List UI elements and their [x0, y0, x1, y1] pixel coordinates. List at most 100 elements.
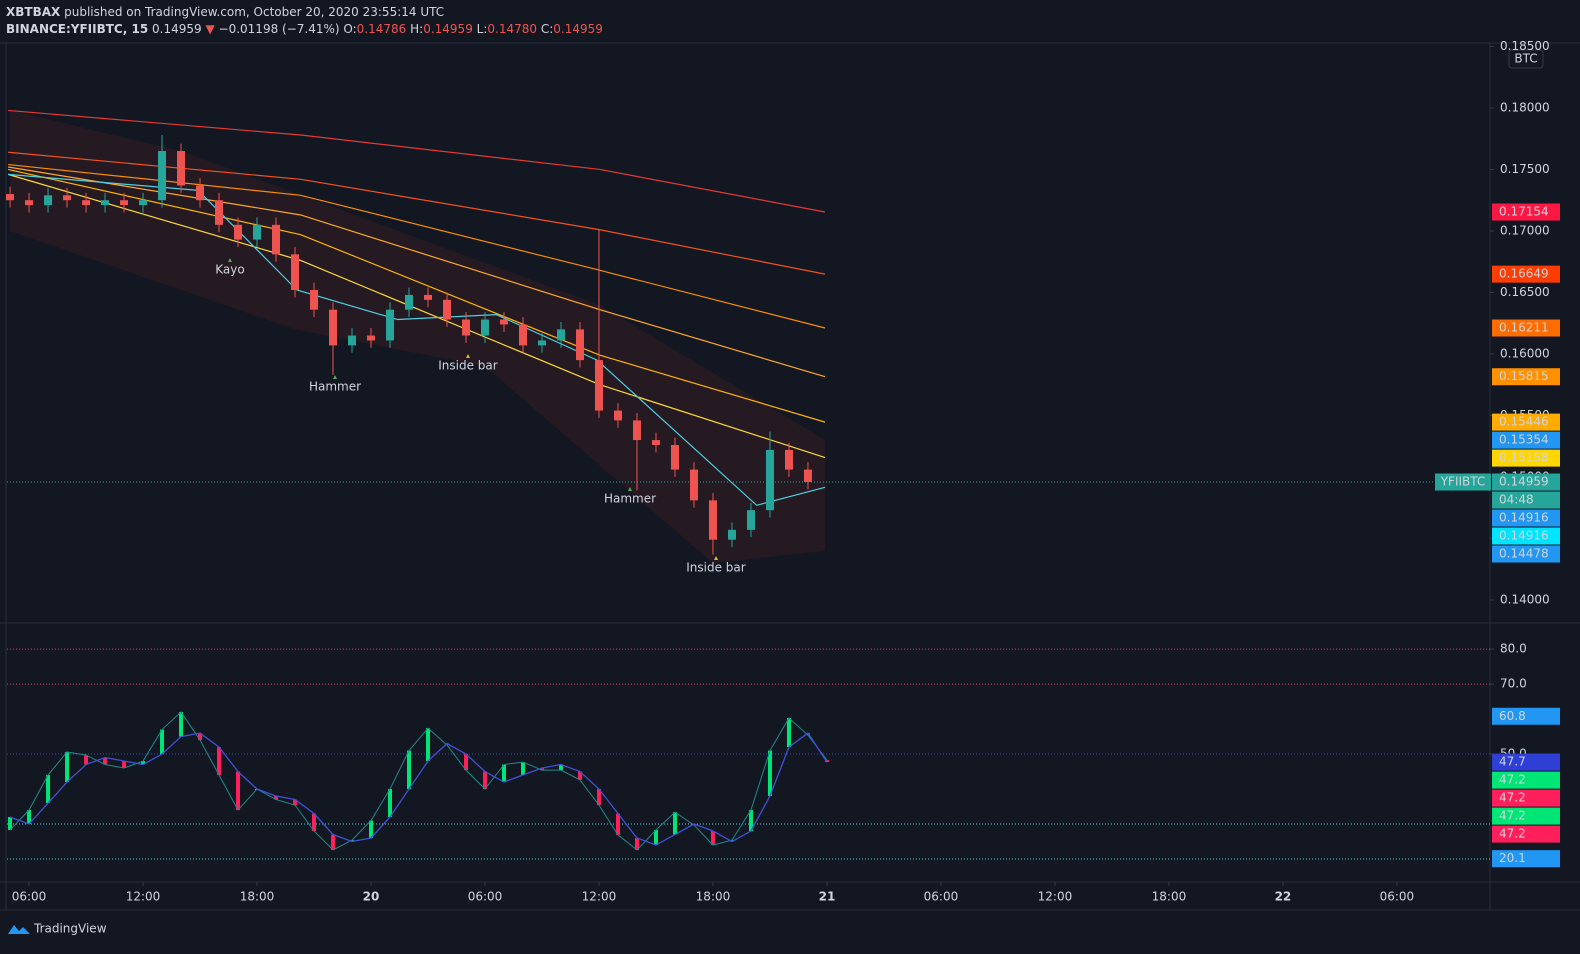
- osc-bar: [520, 762, 525, 776]
- osc-bar: [748, 810, 753, 832]
- candle-body: [215, 200, 224, 225]
- candle-body: [424, 294, 433, 300]
- ohlc-key: H:: [410, 22, 423, 36]
- price-label-box: [1492, 473, 1560, 491]
- currency-box: [1508, 49, 1544, 69]
- candle-body: [575, 329, 584, 361]
- annotation: Inside bar: [438, 359, 498, 373]
- ohlc-key: C:: [541, 22, 553, 36]
- price-label: 0.14959: [1499, 475, 1549, 489]
- ohlc-key: L:: [477, 22, 488, 36]
- y-tick-label: 0.17500: [1500, 162, 1550, 176]
- price-label-box: [1492, 449, 1560, 467]
- x-tick-label: 18:00: [696, 890, 731, 904]
- y-tick-label: 0.16500: [1500, 285, 1550, 299]
- osc-bar: [217, 747, 222, 776]
- ohlc-value: 0.14959: [553, 22, 603, 36]
- osc-bar: [407, 750, 412, 790]
- moving-average: [7, 173, 826, 459]
- osc-bar: [8, 817, 13, 830]
- x-tick-label: 06:00: [1380, 890, 1415, 904]
- x-tick-label: 22: [1275, 890, 1292, 904]
- header-line2: BINANCE:YFIIBTC, 15 0.14959 ▼ −0.01198 (…: [6, 22, 603, 36]
- logo: [8, 925, 30, 934]
- candle-body: [25, 200, 34, 206]
- price-label: 0.14916: [1499, 529, 1549, 543]
- price-label-box: [1492, 431, 1560, 449]
- candle-body: [594, 360, 603, 411]
- price-label: 0.15158: [1499, 451, 1549, 465]
- osc-bar: [122, 761, 127, 769]
- price-label: 04:48: [1499, 493, 1534, 507]
- osc-bar: [596, 789, 601, 806]
- header-line1: XBTBAX published on TradingView.com, Oct…: [6, 5, 444, 19]
- candle-body: [139, 200, 148, 206]
- price-label: 0.17154: [1499, 205, 1549, 219]
- price-label: 20.1: [1499, 851, 1526, 865]
- y-tick-label: 0.17000: [1500, 223, 1550, 237]
- price-label-box: [1492, 509, 1560, 527]
- candle-body: [405, 294, 414, 310]
- price-label-box: [1492, 319, 1560, 337]
- candle-body: [348, 335, 357, 346]
- candle-body: [253, 224, 262, 240]
- x-tick-label: 12:00: [126, 890, 161, 904]
- annotation-marker: [466, 354, 470, 358]
- price-label-box: [1492, 491, 1560, 509]
- y-tick-label: 0.18000: [1500, 100, 1550, 114]
- x-tick-label: 06:00: [12, 890, 47, 904]
- price-label: 47.2: [1499, 809, 1526, 823]
- moving-average: [8, 168, 826, 423]
- osc-bar: [558, 764, 563, 771]
- y-tick-label: 0.14000: [1500, 592, 1550, 606]
- osc-bar: [350, 840, 355, 842]
- price: 0.14959: [152, 22, 202, 36]
- price-label-box: [1492, 413, 1560, 431]
- ohlc-value: 0.14780: [487, 22, 537, 36]
- osc-bar: [786, 718, 791, 748]
- price-label: 0.14478: [1499, 547, 1549, 561]
- annotation: Hammer: [604, 492, 656, 506]
- annotation-marker: [228, 258, 232, 262]
- osc-bar: [577, 771, 582, 780]
- price-label: 0.15815: [1499, 369, 1549, 383]
- price-label-box: [1492, 527, 1560, 545]
- osc-bar: [198, 733, 203, 741]
- price-label-box: [1492, 771, 1560, 789]
- published: published on TradingView.com, October 20…: [64, 5, 444, 19]
- osc-bar: [179, 712, 184, 737]
- candle-body: [44, 195, 53, 206]
- osc-bar: [388, 789, 393, 818]
- symbol-tag-box: [1435, 473, 1491, 491]
- osc-bar: [331, 834, 336, 850]
- price-label: 0.15446: [1499, 415, 1549, 429]
- candle-body: [196, 185, 205, 201]
- price-label: 0.16211: [1499, 321, 1549, 335]
- price-label-box: [1492, 545, 1560, 563]
- osc-bar: [426, 728, 431, 762]
- osc-bar: [539, 768, 544, 771]
- moving-average: [8, 173, 826, 506]
- candle-body: [291, 254, 300, 291]
- osc-bar: [615, 813, 620, 835]
- candle-body: [746, 510, 755, 530]
- y-tick-label: 0.16000: [1500, 346, 1550, 360]
- price-label: 60.8: [1499, 709, 1526, 723]
- candle-body: [803, 469, 812, 483]
- price-label: 47.2: [1499, 827, 1526, 841]
- osc-bar: [312, 813, 317, 832]
- annotation: Hammer: [309, 380, 361, 394]
- price-label-box: [1492, 265, 1560, 283]
- osc-bar: [160, 729, 165, 755]
- osc-bar: [46, 775, 51, 804]
- candle-body: [784, 449, 793, 470]
- price-label: 47.7: [1499, 755, 1526, 769]
- osc-bar: [274, 796, 279, 800]
- osc-bar: [369, 820, 374, 839]
- candle-body: [234, 224, 243, 240]
- candle-body: [82, 200, 91, 206]
- currency: BTC: [1514, 52, 1537, 66]
- candle-body: [6, 194, 15, 201]
- price-label-box: [1492, 807, 1560, 825]
